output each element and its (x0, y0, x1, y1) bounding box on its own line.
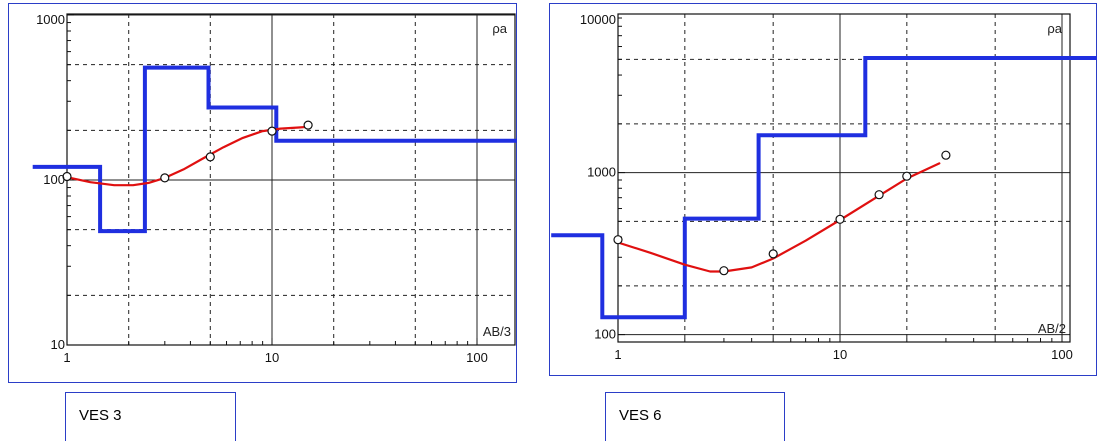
ves3-measured-point (205, 152, 215, 162)
ves6-measured-point (613, 235, 623, 245)
ves3-measured-point (267, 126, 277, 136)
ves3-measured-point (160, 173, 170, 183)
ves3-x-annotation: AB/3 (483, 324, 511, 339)
ves6-measured-point (902, 171, 912, 181)
ves6-fitted-curve (616, 162, 941, 273)
ves3-caption: VES 3 (65, 392, 236, 441)
ves3-x-tick-label: 100 (466, 350, 488, 365)
ves6-series-group (551, 56, 1097, 320)
ves3-x-tick-label: 10 (265, 350, 279, 365)
ves6-plot-area (618, 14, 1070, 342)
ves6-measured-point (874, 190, 884, 200)
ves6-y-tick-label: 10000 (580, 12, 616, 27)
ves6-x-tick-label: 10 (833, 347, 847, 362)
ves3-model-step-line (32, 65, 517, 234)
ves6-measured-point (941, 150, 951, 160)
ves3-figure-frame (8, 3, 517, 383)
ves6-x-annotation: AB/2 (1038, 321, 1066, 336)
ves3-y-tick-label: 100 (43, 172, 65, 187)
ves3-measured-point (62, 171, 72, 182)
ves6-measured-point (835, 214, 845, 224)
ves6-x-tick-label: 100 (1051, 347, 1073, 362)
ves6-model-step-line (551, 56, 1097, 320)
ves3-x-tick-label: 1 (63, 350, 70, 365)
ves6-x-tick-label: 1 (614, 347, 621, 362)
ves6-plot-border (617, 13, 1071, 343)
ves6-caption: VES 6 (605, 392, 785, 441)
ves3-y-tick-label: 1000 (36, 12, 65, 27)
ves3-y-tick-label: 10 (51, 337, 65, 352)
ves6-y-symbol: ρa (1047, 21, 1062, 36)
ves6-y-tick-label: 1000 (587, 165, 616, 180)
ves3-measured-point (303, 120, 313, 130)
ves6-y-tick-label: 100 (594, 327, 616, 342)
ves6-measured-point (719, 266, 729, 276)
ves6-measured-point (768, 249, 778, 259)
ves3-fitted-curve (65, 125, 310, 187)
ves3-series-group (32, 65, 517, 234)
ves3-y-symbol: ρa (492, 21, 507, 36)
